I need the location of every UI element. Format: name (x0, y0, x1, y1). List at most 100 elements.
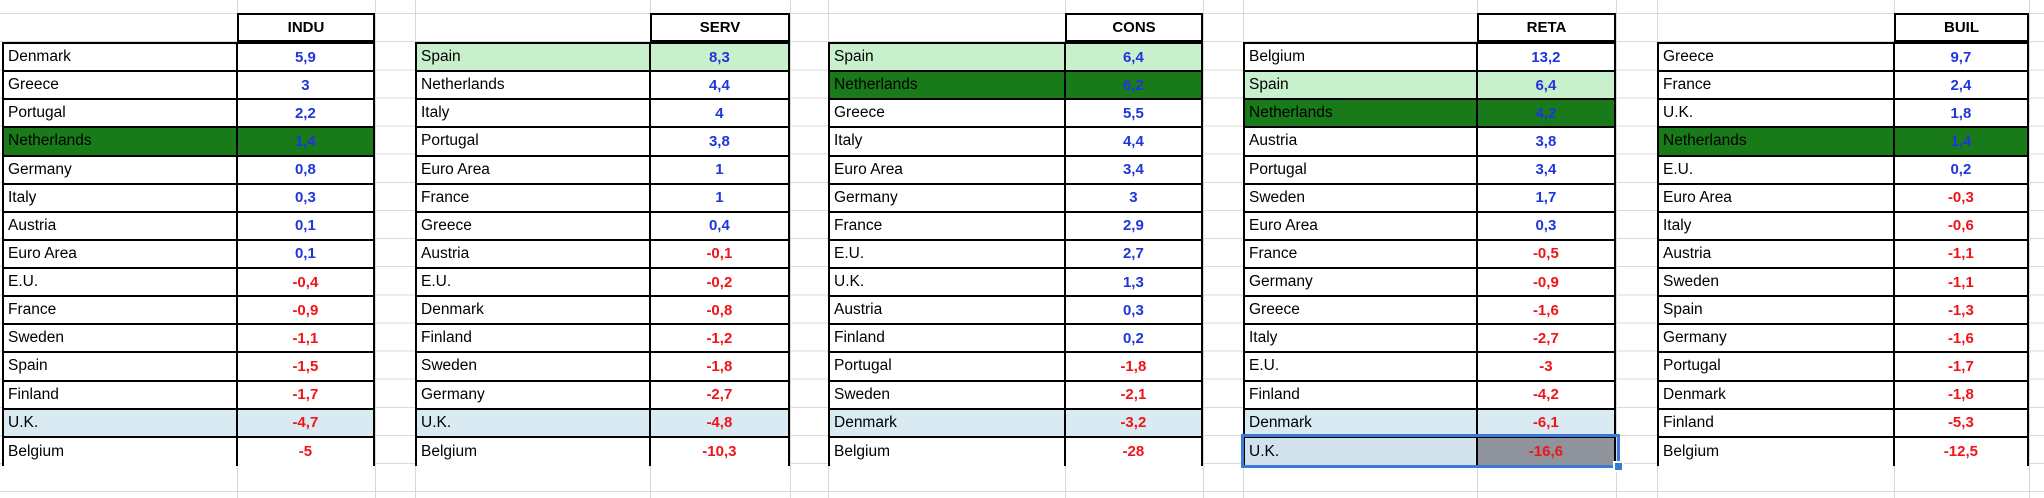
cell-country-label[interactable]: Sweden (417, 353, 651, 380)
cell-country-label[interactable]: Sweden (4, 325, 238, 352)
cell-country-label[interactable]: Netherlands (4, 128, 238, 155)
cell-value[interactable]: 3 (1129, 189, 1138, 207)
cell-value[interactable]: 0,8 (294, 161, 316, 179)
cell-value[interactable]: 0,2 (1950, 161, 1972, 179)
cell-value[interactable]: -0,9 (292, 301, 319, 319)
cell-value[interactable]: -1,5 (292, 357, 319, 375)
cell-value[interactable]: -0,9 (1532, 273, 1559, 291)
cell-value[interactable]: 3,4 (1122, 161, 1144, 179)
cell-value[interactable]: -0,3 (1947, 189, 1974, 207)
cell-country-label[interactable]: Euro Area (417, 156, 651, 183)
cell-value[interactable]: 4 (715, 104, 724, 122)
cell-country-label[interactable]: Greece (1659, 44, 1895, 71)
cell-value[interactable]: 3 (301, 76, 310, 94)
cell-country-label[interactable]: Euro Area (830, 156, 1066, 183)
cell-country-label[interactable]: Greece (4, 72, 238, 99)
cell-value[interactable]: 1,3 (1122, 273, 1144, 291)
cell-value[interactable]: 2,7 (1122, 245, 1144, 263)
cell-country-label[interactable]: E.U. (1245, 353, 1478, 380)
cell-value[interactable]: 6,4 (1477, 72, 1614, 99)
cell-value[interactable]: 1,8 (1950, 104, 1972, 122)
cell-country-label[interactable]: Italy (4, 184, 238, 211)
cell-country-label[interactable]: Italy (417, 100, 651, 127)
cell-country-label[interactable]: Belgium (1659, 437, 1895, 466)
cell-country-label[interactable]: Euro Area (1245, 212, 1478, 239)
cell-country-label[interactable]: U.K. (830, 269, 1066, 296)
cell-country-label[interactable]: Italy (830, 128, 1066, 155)
cell-country-label[interactable]: Portugal (830, 353, 1066, 380)
cell-country-label[interactable]: France (417, 184, 651, 211)
cell-value[interactable]: -1,2 (706, 329, 733, 347)
cell-value[interactable]: 4,4 (708, 76, 730, 94)
cell-country-label[interactable]: Finland (4, 381, 238, 408)
cell-country-label[interactable]: Netherlands (417, 72, 651, 99)
cell-value[interactable]: 3,4 (1535, 161, 1557, 179)
cell-value[interactable]: -4,2 (1532, 386, 1559, 404)
cell-country-label[interactable]: Spain (830, 44, 1066, 71)
cell-value[interactable]: 0,3 (1535, 217, 1557, 235)
cell-country-label[interactable]: Austria (4, 212, 238, 239)
cell-country-label[interactable]: Portugal (4, 100, 238, 127)
cell-value[interactable]: -0,6 (1947, 217, 1974, 235)
cell-value[interactable]: 0,3 (1122, 301, 1144, 319)
cell-value[interactable]: 4,2 (1477, 100, 1614, 127)
cell-country-label[interactable]: Denmark (417, 297, 651, 324)
cell-country-label[interactable]: Greece (417, 212, 651, 239)
column-header-serv[interactable]: SERV (650, 13, 790, 42)
cell-country-label[interactable]: Austria (1245, 128, 1478, 155)
cell-value[interactable]: 3,8 (708, 132, 730, 150)
cell-value[interactable]: -1,7 (292, 386, 319, 404)
cell-value[interactable]: 1 (715, 189, 724, 207)
cell-value[interactable]: 5,5 (1122, 104, 1144, 122)
cell-country-label[interactable]: Austria (830, 297, 1066, 324)
cell-value[interactable]: 8,3 (650, 44, 788, 71)
cell-country-label[interactable]: Austria (1659, 240, 1895, 267)
cell-country-label[interactable]: Denmark (4, 44, 238, 71)
cell-value[interactable]: 0,1 (294, 217, 316, 235)
column-header-indu[interactable]: INDU (237, 13, 375, 42)
cell-value[interactable]: 0,1 (294, 245, 316, 263)
cell-value[interactable]: -0,5 (1532, 245, 1559, 263)
cell-country-label[interactable]: Denmark (1659, 381, 1895, 408)
cell-value[interactable]: -2,7 (706, 386, 733, 404)
cell-country-label[interactable]: Germany (1245, 269, 1478, 296)
cell-country-label[interactable]: Portugal (1659, 353, 1895, 380)
cell-value[interactable]: -1,6 (1947, 329, 1974, 347)
cell-country-label[interactable]: Netherlands (830, 72, 1066, 99)
cell-country-label[interactable]: Belgium (830, 437, 1066, 466)
cell-country-label[interactable]: Belgium (4, 437, 238, 466)
cell-value[interactable]: -4,7 (237, 409, 373, 436)
cell-value[interactable]: -1,3 (1947, 301, 1974, 319)
cell-value[interactable]: 2,9 (1122, 217, 1144, 235)
cell-value[interactable]: -2,7 (1532, 329, 1559, 347)
cell-value[interactable]: 13,2 (1531, 48, 1561, 66)
cell-country-label[interactable]: Portugal (1245, 156, 1478, 183)
cell-value[interactable]: 6,4 (1065, 44, 1201, 71)
cell-country-label[interactable]: Italy (1245, 325, 1478, 352)
cell-value[interactable]: -1,8 (1947, 386, 1974, 404)
cell-country-label[interactable]: U.K. (4, 409, 238, 436)
cell-value[interactable]: -3 (1539, 357, 1553, 375)
cell-value[interactable]: 2,2 (294, 104, 316, 122)
cell-country-label[interactable]: Netherlands (1659, 128, 1895, 155)
cell-country-label[interactable]: Spain (1659, 297, 1895, 324)
cell-country-label[interactable]: Sweden (1245, 184, 1478, 211)
cell-country-label[interactable]: Belgium (417, 437, 651, 466)
cell-value[interactable]: 1,4 (1894, 128, 2027, 155)
cell-country-label[interactable]: Spain (1245, 72, 1478, 99)
cell-value[interactable]: 6,2 (1065, 72, 1201, 99)
cell-value[interactable]: 0,3 (294, 189, 316, 207)
column-header-reta[interactable]: RETA (1477, 13, 1616, 42)
cell-country-label[interactable]: Finland (1245, 381, 1478, 408)
cell-value[interactable]: -0,8 (706, 301, 733, 319)
cell-value[interactable]: 9,7 (1950, 48, 1972, 66)
cell-value[interactable]: -5,3 (1947, 414, 1974, 432)
cell-country-label[interactable]: Finland (830, 325, 1066, 352)
cell-value[interactable]: -0,2 (706, 273, 733, 291)
cell-value[interactable]: -1,1 (1947, 273, 1974, 291)
cell-country-label[interactable]: Austria (417, 240, 651, 267)
cell-value[interactable]: -1,7 (1947, 357, 1974, 375)
cell-value[interactable]: -1,6 (1532, 301, 1559, 319)
cell-country-label[interactable]: France (1659, 72, 1895, 99)
cell-value[interactable]: 0,2 (1122, 329, 1144, 347)
